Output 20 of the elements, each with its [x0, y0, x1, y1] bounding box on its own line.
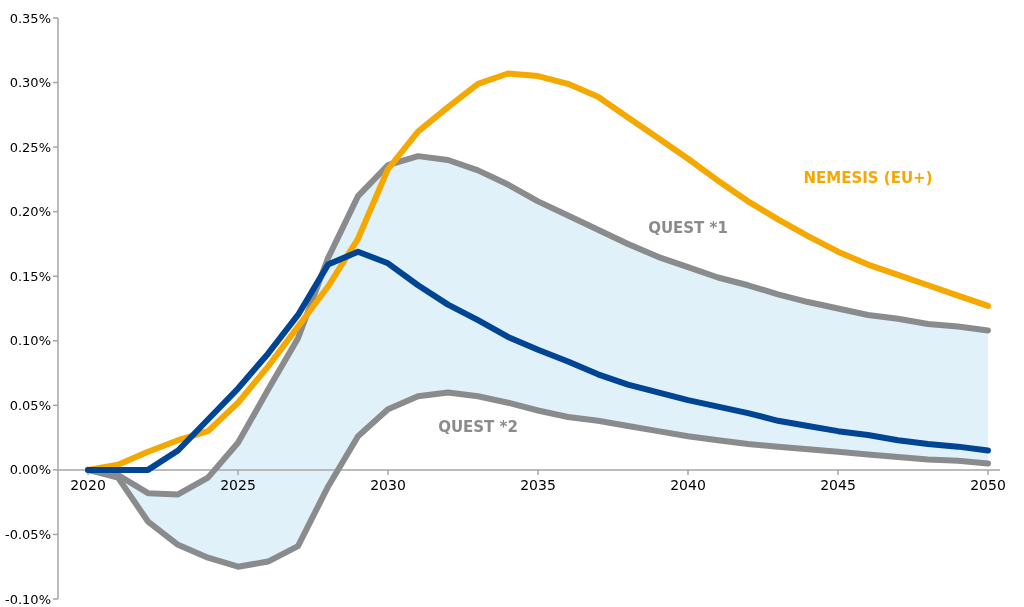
x-tick-label: 2035	[520, 476, 556, 493]
y-tick-label: 0.10%	[9, 333, 51, 349]
y-tick-label: 0.20%	[9, 204, 51, 220]
x-tick-label: 2045	[820, 476, 856, 493]
text: NEMESIS (EU+)	[803, 168, 933, 187]
y-tick-label: -0.10%	[5, 591, 51, 607]
y-tick-label: 0.15%	[9, 268, 51, 284]
y-tick-label: -0.05%	[5, 526, 51, 542]
y-tick-label: 0.05%	[9, 397, 51, 413]
y-tick-label: 0.30%	[9, 75, 51, 91]
x-tick-label: 2030	[370, 476, 406, 493]
series-label: QUEST *1	[648, 219, 728, 238]
y-tick-label: 0.35%	[9, 10, 51, 26]
x-tick-label: 2025	[220, 476, 256, 493]
y-tick-label: 0.25%	[9, 139, 51, 155]
x-tick-label: 2050	[970, 476, 1006, 493]
y-tick-label: 0.00%	[9, 462, 51, 478]
x-tick-label: 2020	[70, 476, 106, 493]
series-label: QUEST *2	[438, 418, 518, 437]
x-tick-label: 2040	[670, 476, 706, 493]
